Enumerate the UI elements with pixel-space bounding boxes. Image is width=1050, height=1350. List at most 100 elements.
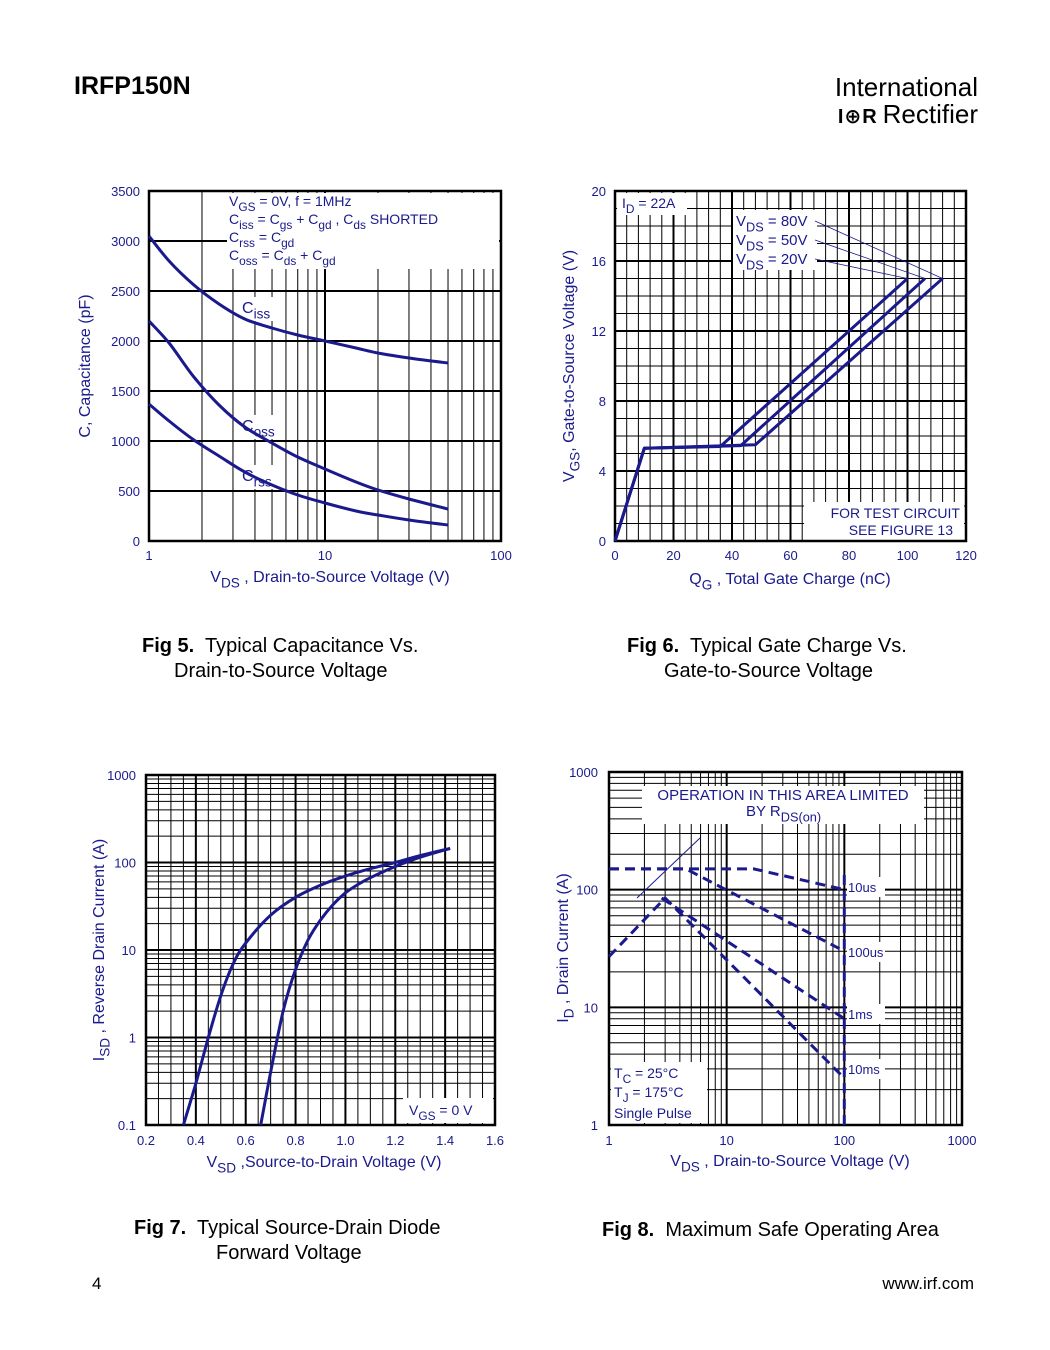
fig8-series-label: 1ms [848, 1007, 873, 1022]
fig5-xtick: 10 [318, 548, 332, 563]
fig8-ytick: 1000 [569, 765, 598, 780]
label-tspan: , Drain Current (A) [555, 873, 572, 1008]
fig8-curve [660, 896, 846, 1020]
label-tspan: V [210, 569, 221, 586]
label-tspan: = 25°C [631, 1065, 678, 1081]
fig8-ylabel: ID , Drain Current (A) [555, 873, 577, 1022]
fig5-curve-ciss [147, 235, 449, 365]
label-tspan: T [614, 1084, 623, 1100]
label-tspan: I [91, 1057, 108, 1061]
fig6-caption: Fig 6. Typical Gate Charge Vs. Gate-to-S… [627, 634, 947, 684]
label-tspan: , Gate-to-Source Voltage (V) [561, 250, 578, 452]
label-tspan: gd [322, 254, 335, 268]
fig7-xtick: 0.2 [137, 1133, 155, 1148]
fig5-xlabel: VDS , Drain-to-Source Voltage (V) [210, 569, 449, 591]
fig8-series-label: 10ms [848, 1062, 880, 1077]
fig8-series-label: 10us [848, 880, 877, 895]
label-tspan: V [736, 232, 746, 249]
label-tspan: DS [746, 238, 764, 253]
fig8-condition: Single Pulse [614, 1105, 692, 1121]
label-tspan: SD [217, 1161, 236, 1176]
fig8-series-label-bg [847, 877, 885, 897]
label-tspan: iss [254, 307, 271, 322]
fig7-ytick: 10 [122, 943, 136, 958]
fig6-xlabel: QG , Total Gate Charge (nC) [689, 571, 890, 593]
label-tspan: DS [221, 576, 240, 591]
fig5-ytick: 1500 [111, 384, 140, 399]
label-tspan: V [670, 1153, 681, 1170]
fig8-caption-line1: Maximum Safe Operating Area [665, 1219, 939, 1241]
fig6-caption-line1: Typical Gate Charge Vs. [690, 635, 907, 657]
plot-frame [613, 189, 968, 543]
fig6-ytick: 4 [599, 464, 606, 479]
label-tspan: oss [254, 425, 275, 440]
fig6-series-label: VDS = 80V [736, 213, 808, 234]
label-tspan: = 0 V [436, 1102, 474, 1118]
label-tspan: + C [292, 211, 318, 227]
fig8-xtick: 1000 [948, 1133, 977, 1148]
label-tspan: = 22A [634, 195, 676, 211]
fig8-xtick: 100 [833, 1133, 855, 1148]
fig6-series-label: VDS = 20V [736, 251, 808, 272]
label-tspan: gd [281, 236, 294, 250]
fig8-ytick: 10 [584, 1000, 598, 1015]
label-tspan: C [229, 229, 239, 245]
fig6-curve [613, 277, 909, 542]
fig5-caption: Fig 5. Typical Capacitance Vs. Drain-to-… [142, 634, 462, 684]
fig5-ytick: 3500 [111, 184, 140, 199]
fig7-ytick: 100 [114, 856, 136, 871]
fig5-curve-coss [147, 319, 449, 511]
part-number: IRFP150N [74, 72, 191, 100]
fig6-xtick: 40 [725, 548, 739, 563]
fig5-ytick: 1000 [111, 434, 140, 449]
fig8-annotation: OPERATION IN THIS AREA LIMITED [657, 787, 908, 804]
label-tspan: DS(on) [781, 809, 821, 824]
fig8-curve [607, 895, 846, 1080]
label-tspan: GS [238, 200, 255, 214]
label-tspan: C [242, 468, 254, 485]
fig7-curve [259, 846, 451, 1126]
fig6-xtick: 120 [955, 548, 977, 563]
fig6-note: FOR TEST CIRCUIT [831, 505, 961, 521]
label-tspan: = 50V [764, 232, 808, 249]
fig5-xtick: 100 [490, 548, 512, 563]
fig8-condition: TC = 25°C [614, 1065, 678, 1086]
fig5-caption-line1: Typical Capacitance Vs. [205, 635, 419, 657]
label-tspan: T [614, 1065, 623, 1081]
fig7-xtick: 0.4 [187, 1133, 205, 1148]
label-tspan: gd [318, 218, 331, 232]
label-tspan: oss [239, 254, 258, 268]
fig6-series-label: VDS = 50V [736, 232, 808, 253]
label-tspan: , Drain-to-Source Voltage (V) [240, 569, 450, 586]
fig6-ytick: 12 [592, 324, 606, 339]
fig5-legend-bg [227, 193, 499, 269]
fig7-ytick: 0.1 [118, 1118, 136, 1133]
fig8-series-label-bg [847, 942, 885, 962]
fig7-xtick: 1.4 [436, 1133, 454, 1148]
fig8-annotation: BY RDS(on) [746, 803, 821, 824]
fig6-xtick: 60 [783, 548, 797, 563]
label-tspan: SD [98, 1038, 113, 1057]
fig6-leader-line [814, 258, 908, 279]
fig5-ytick: 500 [118, 484, 140, 499]
brand-logo: International I⊕R Rectifier [835, 74, 978, 127]
label-tspan: V [736, 251, 746, 268]
fig7-chart: 0.2 0.4 0.6 0.8 1.0 1.2 1.4 1.60.11101001000VSD… [91, 768, 504, 1176]
label-tspan: C [229, 247, 239, 263]
label-tspan: V [736, 213, 746, 230]
label-tspan: DS [746, 257, 764, 272]
fig6-ytick: 16 [592, 254, 606, 269]
fig7-curve [181, 846, 451, 1126]
fig8-cond-bg [611, 1062, 707, 1123]
label-tspan: DS [681, 1160, 700, 1175]
label-tspan: SHORTED [366, 211, 438, 227]
label-tspan: ds [284, 254, 297, 268]
fig6-chart: 0 20 40 60 80 100 120 0 4 8 12 16 20 QG , Total Gate … [561, 184, 977, 593]
label-tspan: V [207, 1154, 218, 1171]
fig5-legend-line: Ciss = Cgs + Cgd , Cds SHORTED [229, 211, 438, 232]
fig7-ytick: 1 [129, 1031, 136, 1046]
fig8-condition: TJ = 175°C [614, 1084, 684, 1105]
fig6-ylabel: VGS, Gate-to-Source Voltage (V) [561, 250, 583, 482]
label-tspan: , Total Gate Charge (nC) [712, 571, 890, 588]
